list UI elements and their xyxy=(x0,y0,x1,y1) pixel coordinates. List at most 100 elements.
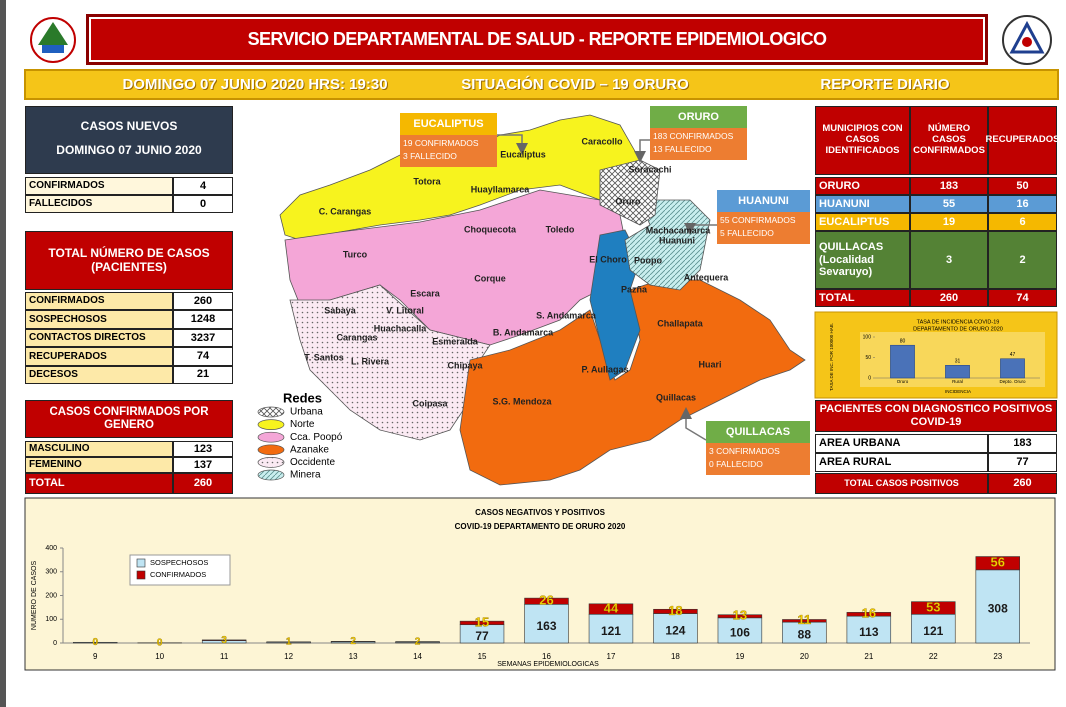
x-axis-label: SEMANAS EPIDEMIOLOGICAS xyxy=(497,661,599,668)
gender-title: CASOS CONFIRMADOS POR GENERO xyxy=(25,400,233,438)
region-label: Poopo xyxy=(634,255,662,265)
total-cases-title: TOTAL NÚMERO DE CASOS (PACIENTES) xyxy=(25,231,233,290)
total-value: 260 xyxy=(910,289,988,307)
table-label: EUCALIPTUS xyxy=(815,213,910,231)
value-label: 0 xyxy=(92,637,98,648)
total-value: 260 xyxy=(173,473,233,494)
value-label: 26 xyxy=(539,593,553,608)
incidence-y-label: TASA DE INC. POR 100000 HAB. xyxy=(829,323,834,391)
y-tick-label: 50 xyxy=(865,355,871,361)
region-label: P. Aullagas xyxy=(581,364,628,374)
region-label: Eucaliptus xyxy=(500,149,546,159)
x-tick-label: 22 xyxy=(929,652,938,661)
table-label: ORURO xyxy=(815,177,910,195)
new-cases-header xyxy=(25,106,233,174)
region-label: Antequera xyxy=(684,272,730,282)
table-header: NÚMERO CASOS CONFIRMADOS xyxy=(910,106,988,175)
y-tick-label: 0 xyxy=(868,375,871,381)
bar-segment xyxy=(846,612,892,617)
region-label: Turco xyxy=(343,249,368,259)
legend-box xyxy=(129,554,231,586)
bar-segment xyxy=(975,556,1020,571)
row-value: 137 xyxy=(173,457,233,473)
total-label: TOTAL xyxy=(25,473,173,494)
region-label: Challapata xyxy=(657,318,704,328)
region-label: Soracachi xyxy=(628,164,671,174)
region-label: Caracollo xyxy=(581,136,623,146)
row-label: AREA URBANA xyxy=(815,434,988,453)
row-value: 1248 xyxy=(173,310,233,329)
legend-label: Urbana xyxy=(290,407,323,418)
region-label: Huari xyxy=(698,359,721,369)
table-header: MUNICIPIOS CON CASOS IDENTIFICADOS xyxy=(815,106,910,175)
legend-label: CONFIRMADOS xyxy=(150,570,206,579)
region-label: Toledo xyxy=(546,224,575,234)
row-value: 74 xyxy=(173,347,233,366)
value-label: 3 xyxy=(221,635,227,646)
incidence-x-label: INCIDENCIA xyxy=(945,389,971,394)
diagnosis-title: PACIENTES CON DIAGNOSTICO POSITIVOS COVI… xyxy=(815,400,1057,432)
row-value: 0 xyxy=(173,195,233,213)
legend-swatch xyxy=(257,406,285,418)
total-label: TOTAL xyxy=(815,289,910,307)
legend-label: SOSPECHOSOS xyxy=(150,558,208,567)
region-label: Corque xyxy=(474,273,506,283)
incidence-title: TASA DE INCIDENCIA COVID-19 xyxy=(917,319,1000,325)
region-label: Huayllamarca xyxy=(471,184,531,194)
row-label: CONFIRMADOS xyxy=(25,177,173,195)
x-tick-label: 23 xyxy=(993,652,1002,661)
region-label: Coipasa xyxy=(412,398,448,408)
callout-line: 13 FALLECIDO xyxy=(653,143,712,154)
bar-segment xyxy=(73,641,118,644)
x-tick-label: 12 xyxy=(284,652,293,661)
bar xyxy=(1000,358,1025,379)
region-label: Esmeralda xyxy=(432,336,479,346)
region-label: Oruro xyxy=(615,196,641,206)
total-value: 74 xyxy=(988,289,1057,307)
callout-body xyxy=(650,128,747,160)
row-value: 183 xyxy=(988,434,1057,453)
table-value: 16 xyxy=(988,195,1057,213)
y-tick-label: 100 xyxy=(45,616,57,623)
report-date: DOMINGO 07 JUNIO 2020 HRS: 19:30 xyxy=(122,75,388,93)
value-label: 53 xyxy=(926,599,940,614)
value-label: 11 xyxy=(797,612,811,627)
legend-swatch xyxy=(257,444,285,456)
region-label: Escara xyxy=(410,288,441,298)
x-tick-label: 14 xyxy=(413,652,422,661)
total-label: TOTAL CASOS POSITIVOS xyxy=(815,473,988,494)
value-label: 121 xyxy=(923,624,943,638)
legend-swatch xyxy=(257,419,285,430)
table-value: 2 xyxy=(988,231,1057,289)
value-label: 106 xyxy=(730,626,750,640)
callout-line: 0 FALLECIDO xyxy=(709,458,763,469)
y-tick-label: 200 xyxy=(45,592,57,599)
x-tick-label: 20 xyxy=(800,652,809,661)
x-tick-label: 10 xyxy=(155,652,164,661)
legend-swatch xyxy=(257,469,285,481)
row-label: AREA RURAL xyxy=(815,453,988,472)
report-kind: REPORTE DIARIO xyxy=(820,75,950,93)
callout-title: QUILLACAS xyxy=(706,421,810,443)
callout-body xyxy=(706,443,810,475)
legend-label: Minera xyxy=(290,470,321,481)
value-label: 16 xyxy=(862,606,876,621)
callout-body xyxy=(717,212,810,244)
table-value: 183 xyxy=(910,177,988,195)
region-label: B. Andamarca xyxy=(493,327,554,337)
value-label: 2 xyxy=(415,636,421,647)
x-tick-label: 17 xyxy=(607,652,616,661)
region-label: Machacamarca xyxy=(646,225,712,235)
value-label: 2 xyxy=(350,636,356,647)
table-label: QUILLACAS (Localidad Sevaruyo) xyxy=(815,231,910,289)
row-label: MASCULINO xyxy=(25,441,173,457)
callout-body xyxy=(400,135,497,167)
bar-segment xyxy=(717,614,763,619)
x-tick-label: 9 xyxy=(93,652,98,661)
value-label: 0 xyxy=(157,637,163,648)
chart-title: CASOS NEGATIVOS Y POSITIVOS xyxy=(475,508,605,517)
bar-segment xyxy=(846,615,892,644)
bar xyxy=(890,344,915,379)
